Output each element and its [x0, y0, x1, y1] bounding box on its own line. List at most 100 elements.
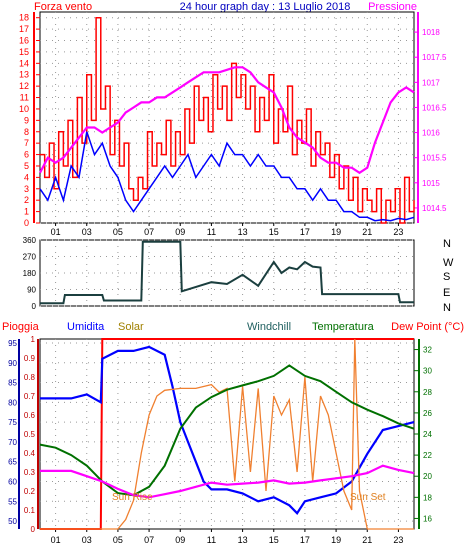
wind-force-tick-label: 18: [19, 13, 29, 23]
bottom-x-tick-label: 09: [175, 535, 185, 545]
wind-force-tick-label: 4: [24, 172, 29, 182]
humidity-axis: 50 55 60 65 70 75 80 85 90 95: [8, 339, 20, 529]
wind-direction-axis: 0 90 180 270 360: [23, 236, 37, 311]
humidity-tick-label: 50: [8, 517, 17, 526]
pressure-tick-label: 1014.5: [422, 204, 447, 213]
solar-tick-label: 0.2: [24, 487, 36, 496]
humidity-tick-label: 65: [8, 458, 17, 467]
bottom-x-tick-label: 17: [300, 535, 310, 545]
compass-w-label: W: [443, 257, 454, 269]
bottom-x-tick-label: 05: [113, 535, 123, 545]
top-x-tick-label: 15: [269, 227, 279, 237]
pressure-axis: 1014.5 1015 1015.5 1016 1016.5 1017 1017.5 1018: [414, 12, 447, 223]
pressure-tick-label: 1016: [422, 129, 440, 138]
sunrise-annotation: Sun Rise: [112, 492, 153, 503]
wind-force-tick-label: 16: [19, 36, 29, 46]
series-wind-direction: [40, 240, 414, 305]
wind-force-tick-label: 6: [24, 150, 29, 160]
wind-direction-tick-label: 0: [32, 302, 37, 311]
temperature-tick-label: 22: [423, 451, 432, 460]
solar-tick-label: 0.6: [24, 411, 36, 420]
humidity-tick-label: 90: [8, 359, 17, 368]
temperature-tick-label: 20: [423, 472, 432, 481]
compass-e-label: E: [443, 287, 450, 299]
wind-direction-tick-label: 270: [23, 253, 37, 262]
bottom-x-tick-label: 15: [269, 535, 279, 545]
temperature-tick-label: 24: [423, 430, 432, 439]
humidity-tick-label: 80: [8, 398, 17, 407]
temperature-axis: 16 18 20 22 24 26 28 30 32: [414, 339, 432, 529]
solar-label: Solar: [118, 321, 144, 333]
sunset-annotation: Sun Set: [350, 492, 386, 503]
bottom-x-tick-label: 19: [331, 535, 341, 545]
top-x-tick-label: 05: [113, 227, 123, 237]
series-forza-vento: [40, 16, 415, 224]
rain-label: Pioggia: [2, 321, 40, 333]
solar-tick-label: 0.4: [24, 449, 36, 458]
compass-n-label: N: [443, 302, 451, 314]
windchill-label: Windchill: [247, 321, 291, 333]
bottom-x-tick-label: 11: [207, 535, 216, 545]
bottom-x-tick-label: 23: [393, 535, 403, 545]
top-series: [39, 16, 415, 224]
mid-series: [40, 240, 414, 305]
pressure-tick-label: 1018: [422, 28, 440, 37]
wind-direction-tick-label: 180: [23, 269, 37, 278]
top-x-tick-label: 19: [331, 227, 341, 237]
pressure-label: Pressione: [368, 1, 417, 13]
bottom-x-tick-label: 01: [51, 535, 61, 545]
temperature-tick-label: 18: [423, 493, 432, 502]
wind-force-tick-label: 17: [19, 24, 29, 34]
wind-force-tick-label: 8: [24, 127, 29, 137]
top-x-tick-label: 23: [393, 227, 403, 237]
temperature-tick-label: 16: [423, 514, 432, 523]
compass-n-label: N: [443, 238, 451, 250]
wind-force-tick-label: 12: [19, 81, 29, 91]
top-x-tick-label: 07: [144, 227, 154, 237]
top-x-tick-label: 03: [82, 227, 92, 237]
temperature-label: Temperatura: [312, 321, 375, 333]
pressure-tick-label: 1015.5: [422, 154, 447, 163]
top-x-tick-label: 01: [51, 227, 61, 237]
pressure-tick-label: 1017: [422, 78, 440, 87]
solar-tick-label: 0.8: [24, 373, 36, 382]
solar-axis: 0 0.1 0.2 0.3 0.4 0.5 0.6 0.7 0.8 0.9 1: [24, 335, 39, 534]
humidity-tick-label: 75: [8, 418, 17, 427]
bottom-grid: [40, 339, 414, 529]
series-dew-point: [40, 464, 415, 499]
wind-direction-tick-label: 90: [27, 286, 36, 295]
solar-tick-label: 1: [31, 335, 36, 344]
top-x-tick-label: 09: [175, 227, 185, 237]
humidity-label: Umidita: [67, 321, 105, 333]
top-x-tick-label: 21: [362, 227, 372, 237]
bottom-time-axis: 01 03 05 07 09 11 13 15 17 19 21 23: [51, 529, 403, 545]
humidity-tick-label: 55: [8, 497, 17, 506]
wind-force-tick-label: 13: [19, 70, 29, 80]
temperature-tick-label: 30: [423, 367, 432, 376]
humidity-tick-label: 60: [8, 478, 17, 487]
bottom-x-tick-label: 13: [238, 535, 248, 545]
top-time-axis: 01 03 05 07 09 11 13 15 17 19 21 23: [51, 223, 403, 237]
wind-force-tick-label: 1: [24, 207, 29, 217]
series-pressione: [39, 66, 415, 175]
wind-force-tick-label: 14: [19, 58, 29, 68]
pressure-tick-label: 1015: [422, 179, 440, 188]
top-x-tick-label: 13: [238, 227, 248, 237]
bottom-x-tick-label: 21: [362, 535, 372, 545]
series-umidita: [40, 345, 415, 515]
pressure-tick-label: 1016.5: [422, 103, 447, 112]
solar-tick-label: 0.7: [24, 392, 36, 401]
wind-force-tick-label: 15: [19, 47, 29, 57]
wind-force-tick-label: 3: [24, 184, 29, 194]
top-x-tick-label: 17: [300, 227, 310, 237]
wind-force-tick-label: 0: [24, 218, 29, 228]
solar-tick-label: 0.9: [24, 354, 36, 363]
bottom-x-tick-label: 07: [144, 535, 154, 545]
compass-s-label: S: [443, 271, 450, 283]
wind-force-tick-label: 9: [24, 115, 29, 125]
